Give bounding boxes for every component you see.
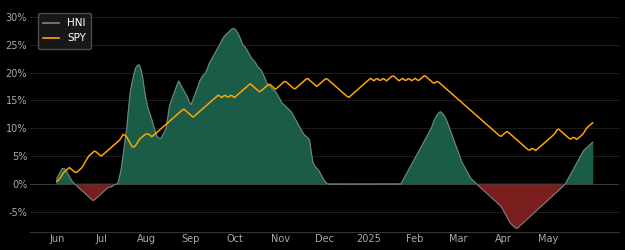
Legend: HNI, SPY: HNI, SPY — [38, 13, 91, 49]
